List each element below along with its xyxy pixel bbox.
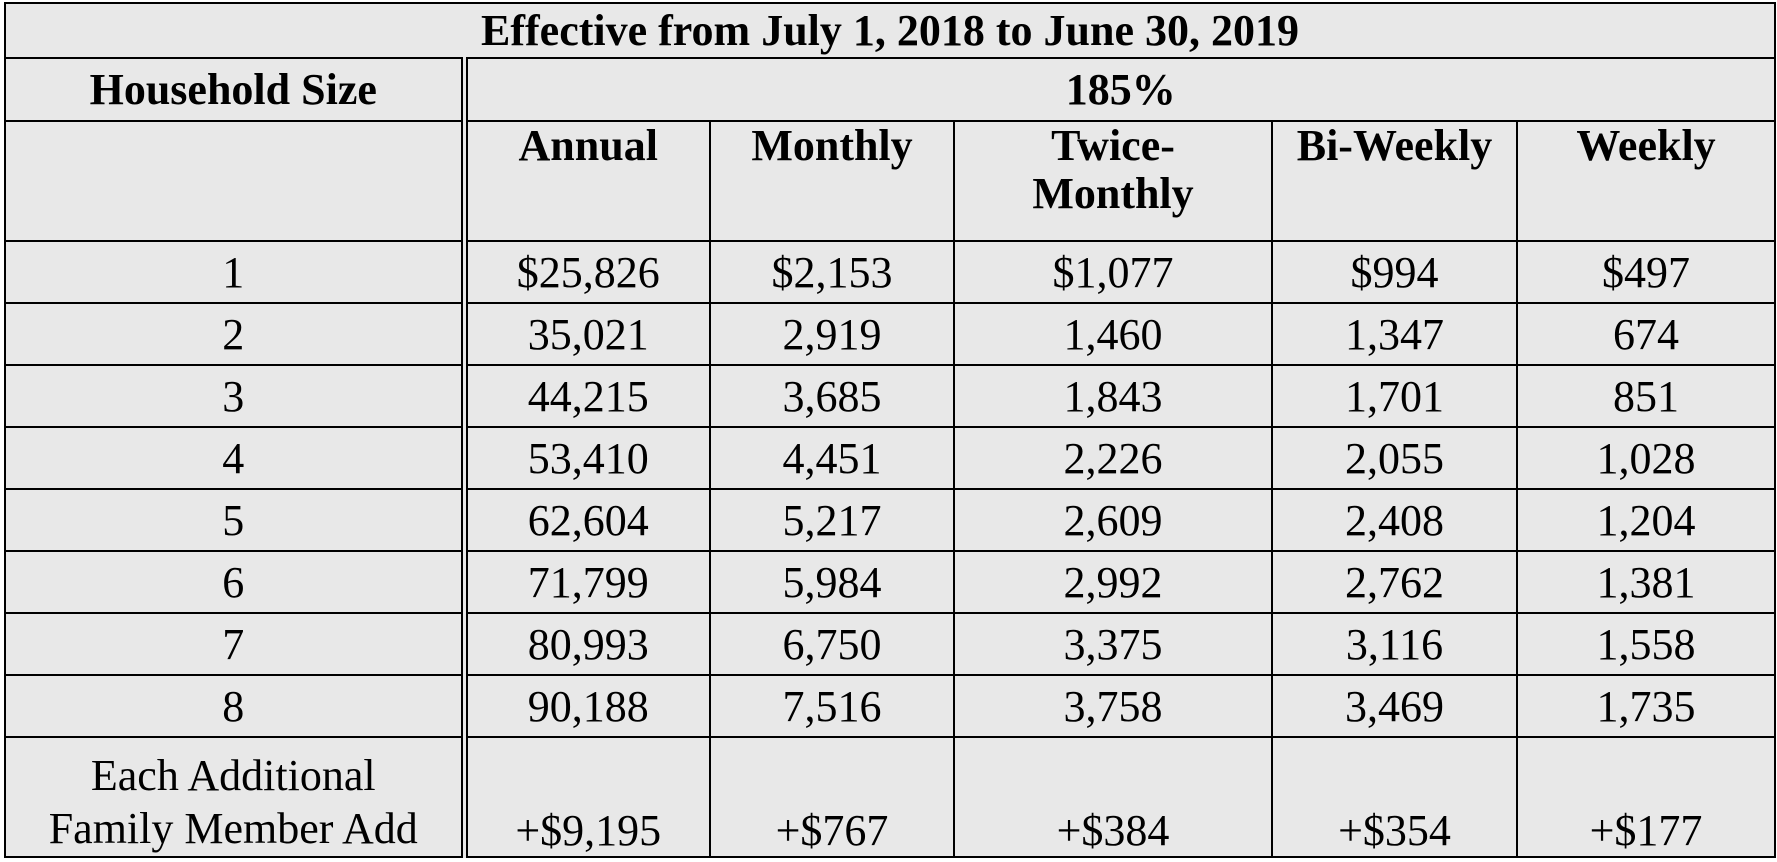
weekly-cell: 1,204 — [1515, 488, 1777, 552]
annual-cell: 35,021 — [463, 302, 711, 366]
annual-cell: 80,993 — [463, 612, 711, 676]
monthly-cell: 5,984 — [709, 550, 955, 614]
bi-weekly-cell: 2,762 — [1271, 550, 1518, 614]
weekly-cell: 1,735 — [1515, 674, 1777, 738]
monthly-cell: 3,685 — [709, 364, 955, 428]
table-row: 1 $25,826 $2,153 $1,077 $994 $497 — [4, 240, 1777, 304]
twice-monthly-cell: 2,992 — [953, 550, 1273, 614]
annual-cell: 53,410 — [463, 426, 711, 490]
twice-monthly-cell: 1,460 — [953, 302, 1273, 366]
twice-monthly-cell: 1,843 — [953, 364, 1273, 428]
additional-label-line2: Family Member Add — [48, 804, 418, 854]
table-title: Effective from July 1, 2018 to June 30, … — [3, 2, 1777, 59]
twice-monthly-cell: 2,609 — [953, 488, 1273, 552]
header-row: Household Size 185% — [4, 57, 1777, 122]
annual-cell: 44,215 — [463, 364, 711, 428]
twice-monthly-cell: 3,375 — [953, 612, 1273, 676]
bi-weekly-cell: 1,701 — [1271, 364, 1518, 428]
household-size-cell: 3 — [4, 364, 468, 428]
twice-monthly-cell: 3,758 — [953, 674, 1273, 738]
additional-monthly-cell: +$767 — [709, 736, 955, 858]
additional-bi-weekly-cell: +$354 — [1271, 736, 1518, 858]
table-row: 6 71,799 5,984 2,992 2,762 1,381 — [4, 550, 1777, 614]
annual-cell: 71,799 — [463, 550, 711, 614]
group-header-185-percent: 185% — [462, 57, 1777, 122]
weekly-cell: 1,028 — [1515, 426, 1777, 490]
twice-monthly-line2: Monthly — [1032, 169, 1194, 219]
weekly-cell: 851 — [1515, 364, 1777, 428]
annual-cell: 62,604 — [463, 488, 711, 552]
additional-annual-cell: +$9,195 — [463, 736, 711, 858]
bi-weekly-cell: 3,469 — [1271, 674, 1518, 738]
column-header-bi-weekly: Bi-Weekly — [1271, 120, 1518, 242]
monthly-cell: 2,919 — [709, 302, 955, 366]
column-header-twice-monthly: Twice- Monthly — [953, 120, 1273, 242]
bi-weekly-cell: 2,055 — [1271, 426, 1518, 490]
monthly-cell: $2,153 — [709, 240, 955, 304]
bi-weekly-cell: 1,347 — [1271, 302, 1518, 366]
household-size-cell: 4 — [4, 426, 468, 490]
twice-monthly-cell: $1,077 — [953, 240, 1273, 304]
monthly-cell: 6,750 — [709, 612, 955, 676]
monthly-cell: 4,451 — [709, 426, 955, 490]
additional-member-row: Each Additional Family Member Add +$9,195… — [4, 736, 1777, 858]
column-header-weekly: Weekly — [1515, 120, 1777, 242]
table-row: 3 44,215 3,685 1,843 1,701 851 — [4, 364, 1777, 428]
table-row: 7 80,993 6,750 3,375 3,116 1,558 — [4, 612, 1777, 676]
additional-twice-monthly-cell: +$384 — [953, 736, 1273, 858]
annual-cell: $25,826 — [463, 240, 711, 304]
bi-weekly-cell: $994 — [1271, 240, 1518, 304]
household-size-cell: 6 — [4, 550, 468, 614]
weekly-cell: 1,381 — [1515, 550, 1777, 614]
income-guidelines-table: Effective from July 1, 2018 to June 30, … — [3, 2, 1777, 858]
annual-cell: 90,188 — [463, 674, 711, 738]
household-size-header: Household Size — [4, 57, 468, 122]
blank-header-cell — [4, 120, 468, 242]
household-size-cell: 7 — [4, 612, 468, 676]
twice-monthly-cell: 2,226 — [953, 426, 1273, 490]
additional-weekly-cell: +$177 — [1515, 736, 1777, 858]
household-size-cell: 5 — [4, 488, 468, 552]
table-row: 8 90,188 7,516 3,758 3,469 1,735 — [4, 674, 1777, 738]
monthly-cell: 5,217 — [709, 488, 955, 552]
table-row: 2 35,021 2,919 1,460 1,347 674 — [4, 302, 1777, 366]
table-row: 5 62,604 5,217 2,609 2,408 1,204 — [4, 488, 1777, 552]
column-header-monthly: Monthly — [709, 120, 955, 242]
title-row: Effective from July 1, 2018 to June 30, … — [3, 2, 1777, 59]
monthly-cell: 7,516 — [709, 674, 955, 738]
household-size-cell: 2 — [4, 302, 468, 366]
household-size-cell: 1 — [4, 240, 468, 304]
bi-weekly-cell: 3,116 — [1271, 612, 1518, 676]
weekly-cell: 1,558 — [1515, 612, 1777, 676]
additional-label-line1: Each Additional — [90, 751, 376, 801]
income-guidelines-page: Effective from July 1, 2018 to June 30, … — [3, 2, 1777, 858]
additional-member-label: Each Additional Family Member Add — [4, 736, 468, 858]
weekly-cell: 674 — [1515, 302, 1777, 366]
table-row: 4 53,410 4,451 2,226 2,055 1,028 — [4, 426, 1777, 490]
column-header-annual: Annual — [463, 120, 711, 242]
bi-weekly-cell: 2,408 — [1271, 488, 1518, 552]
column-header-row: Annual Monthly Twice- Monthly Bi-Weekly W… — [4, 120, 1777, 242]
twice-monthly-line1: Twice- — [1051, 121, 1175, 170]
weekly-cell: $497 — [1515, 240, 1777, 304]
household-size-cell: 8 — [4, 674, 468, 738]
